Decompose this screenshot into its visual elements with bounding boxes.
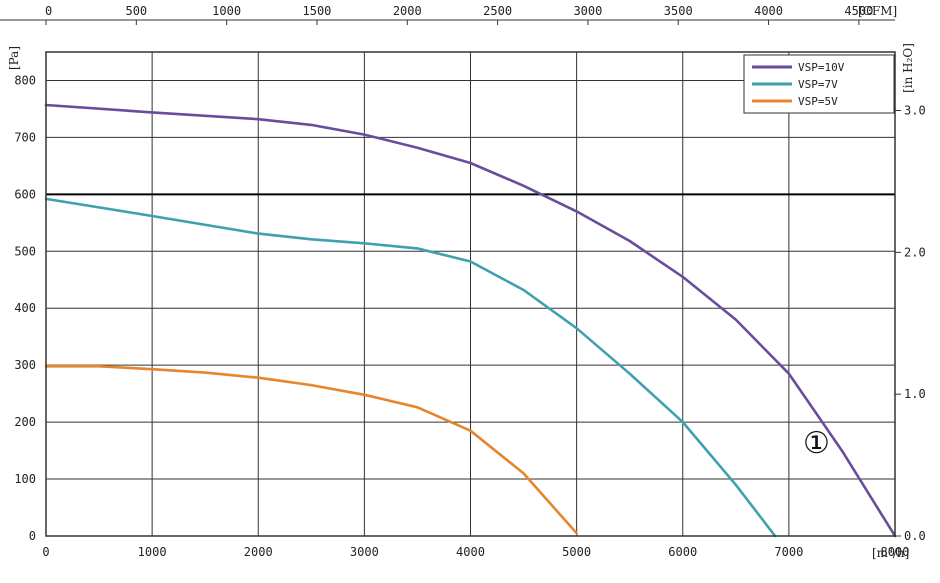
y-left-tick-100: 100 xyxy=(14,472,36,486)
legend-label-1: VSP=7V xyxy=(798,78,838,91)
series-line-vsp5v xyxy=(44,364,578,535)
legend-label-0: VSP=10V xyxy=(798,61,845,74)
x-bottom-tick-5000: 5000 xyxy=(562,545,591,559)
y-right-tick-1: 1.0 xyxy=(904,387,926,401)
legend: VSP=10V VSP=7V VSP=5V xyxy=(743,54,895,114)
x-bottom-tick-0: 0 xyxy=(42,545,49,559)
series-line-vsp7v xyxy=(44,197,777,538)
x-top-unit: [CFM] xyxy=(858,4,897,18)
y-left-tick-600: 600 xyxy=(14,187,36,201)
x-top-tick-2000: 2000 xyxy=(393,4,422,18)
x-top-tick-2500: 2500 xyxy=(483,4,512,18)
y-right-tick-3: 3.0 xyxy=(904,103,926,117)
x-bottom-tick-4000: 4000 xyxy=(456,545,485,559)
annotation-circled-one: ① xyxy=(803,426,830,461)
y-right-unit: [in H₂O] xyxy=(901,43,915,93)
x-bottom-tick-6000: 6000 xyxy=(668,545,697,559)
y-left-tick-700: 700 xyxy=(14,130,36,144)
x-bottom-unit: [m³/h] xyxy=(872,546,909,560)
y-left-tick-200: 200 xyxy=(14,415,36,429)
y-left-unit: [Pa] xyxy=(7,46,21,70)
series-line-vsp10v xyxy=(44,103,897,538)
x-bottom-tick-2000: 2000 xyxy=(244,545,273,559)
legend-label-2: VSP=5V xyxy=(798,95,838,108)
x-top-tick-500: 500 xyxy=(125,4,147,18)
y-left-tick-0: 0 xyxy=(29,529,36,543)
y-right-tick-2: 2.0 xyxy=(904,245,926,259)
x-bottom-tick-1000: 1000 xyxy=(138,545,167,559)
y-right-tick-0: 0.0 xyxy=(904,529,926,543)
x-top-tick-1000: 1000 xyxy=(212,4,241,18)
y-left-tick-800: 800 xyxy=(14,73,36,87)
x-top-tick-1500: 1500 xyxy=(303,4,332,18)
x-top-tick-0: 0 xyxy=(45,4,52,18)
x-top-tick-4500: 4500 xyxy=(844,4,873,18)
x-bottom-tick-3000: 3000 xyxy=(350,545,379,559)
y-left-tick-300: 300 xyxy=(14,358,36,372)
x-bottom-tick-8000: 8000 xyxy=(881,545,910,559)
axes: 0 1000 2000 3000 4000 5000 6000 7000 8000[m³/h]0… xyxy=(0,4,926,560)
y-left-tick-400: 400 xyxy=(14,301,36,315)
x-bottom-tick-7000: 7000 xyxy=(774,545,803,559)
plot-frame xyxy=(45,51,896,537)
x-top-tick-4000: 4000 xyxy=(754,4,783,18)
y-left-tick-500: 500 xyxy=(14,244,36,258)
x-top-tick-3000: 3000 xyxy=(573,4,602,18)
x-top-tick-3500: 3500 xyxy=(664,4,693,18)
series-group xyxy=(44,103,897,538)
